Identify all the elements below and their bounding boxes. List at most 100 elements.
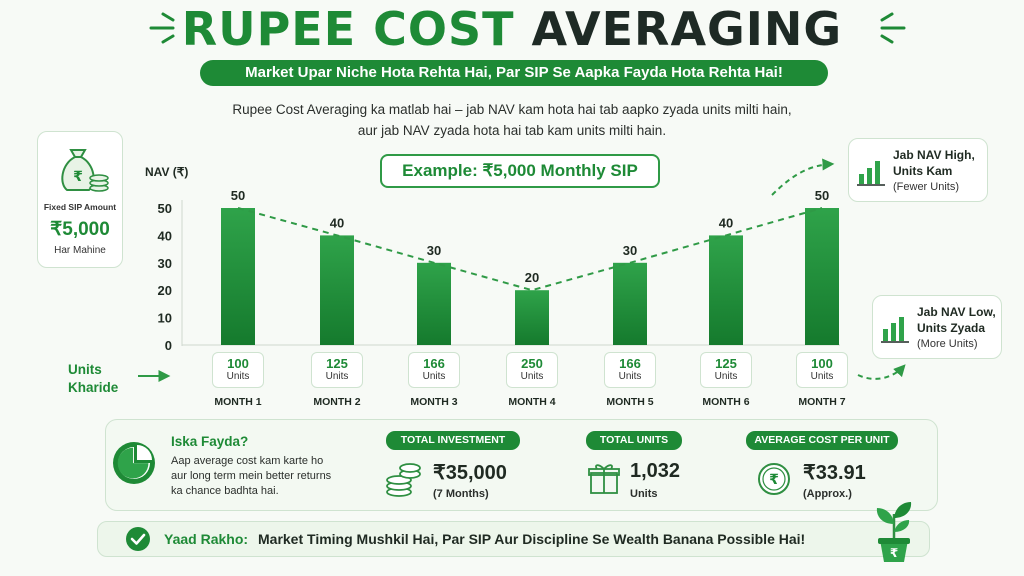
y-tick-label: 30 <box>158 256 172 271</box>
month-label: MONTH 7 <box>798 396 846 408</box>
month-label: MONTH 6 <box>702 396 750 408</box>
units-box-month-2: 125 Units <box>311 352 363 388</box>
bar-value-label: 40 <box>330 215 344 230</box>
avg-cost-head: AVERAGE COST PER UNIT <box>746 431 898 450</box>
reminder-text: Market Timing Mushkil Hai, Par SIP Aur D… <box>258 531 806 547</box>
units-count: 166 <box>423 356 445 371</box>
avg-cost-sub: (Approx.) <box>803 488 852 500</box>
units-label-line2: Kharide <box>68 380 119 395</box>
y-tick-label: 0 <box>165 338 172 353</box>
y-tick-label: 20 <box>158 283 172 298</box>
month-label: MONTH 1 <box>214 396 262 408</box>
page-title: RUPEE COST AVERAGING <box>0 2 1024 56</box>
fixed-sip-label: Fixed SIP Amount <box>43 202 117 212</box>
bar-value-label: 30 <box>623 243 637 258</box>
bar-month-1 <box>221 208 255 345</box>
units-word: Units <box>226 371 250 382</box>
units-box-month-1: 100 Units <box>212 352 264 388</box>
description-line-1: Rupee Cost Averaging ka matlab hai – jab… <box>232 102 792 117</box>
reminder-bold: Yaad Rakho: <box>164 531 249 547</box>
total-investment-head: TOTAL INVESTMENT <box>386 431 520 450</box>
bar-month-7 <box>805 208 839 345</box>
units-count: 100 <box>227 356 249 371</box>
units-word: Units <box>810 371 834 382</box>
bar-value-label: 20 <box>525 270 539 285</box>
units-word: Units <box>520 371 544 382</box>
title-dark: AVERAGING <box>531 2 843 56</box>
trend-dashed-line <box>237 207 823 292</box>
coins-stack-icon <box>386 463 421 497</box>
nav-high-line3: (Fewer Units) <box>893 181 960 193</box>
bar-value-label: 40 <box>719 215 733 230</box>
nav-high-line2: Units Kam <box>893 164 953 178</box>
subtitle-banner: Market Upar Niche Hota Rehta Hai, Par SI… <box>200 60 828 86</box>
bar-chart-icon <box>881 317 909 343</box>
description-line-2: aur jab NAV zyada hota hai tab kam units… <box>357 123 667 138</box>
avg-cost-value: ₹33.91 <box>803 462 866 484</box>
units-box-month-4: 250 Units <box>506 352 558 388</box>
fixed-sip-sub: Har Mahine <box>54 245 106 256</box>
svg-text:₹: ₹ <box>769 472 779 488</box>
pie-chart-icon <box>113 442 155 484</box>
fixed-sip-amount: ₹5,000 <box>50 219 110 240</box>
units-count: 100 <box>811 356 833 371</box>
units-label-line1: Units <box>68 362 102 377</box>
y-axis-label: NAV (₹) <box>145 165 188 179</box>
plant-pot-icon: ₹ <box>876 502 912 562</box>
total-units-value: 1,032 <box>630 460 681 482</box>
units-box-month-3: 166 Units <box>408 352 460 388</box>
month-label: MONTH 2 <box>313 396 361 408</box>
y-tick-label: 10 <box>158 311 172 326</box>
units-word: Units <box>618 371 642 382</box>
nav-low-card: Jab NAV Low, Units Zyada (More Units) <box>872 295 1002 359</box>
rupee-coin-icon: ₹ <box>758 463 790 495</box>
bar-month-2 <box>320 235 354 345</box>
units-box-month-7: 100 Units <box>796 352 848 388</box>
units-box-month-6: 125 Units <box>700 352 752 388</box>
benefit-title: Iska Fayda? <box>171 434 249 449</box>
units-count: 166 <box>619 356 641 371</box>
units-count: 250 <box>521 356 543 371</box>
arrow-to-low-card <box>857 364 906 380</box>
svg-text:₹: ₹ <box>890 546 898 560</box>
units-word: Units <box>422 371 446 382</box>
bar-value-label: 30 <box>427 243 441 258</box>
benefit-text: Aap average cost kam karte ho aur long t… <box>171 455 332 497</box>
fixed-sip-card: ₹ Fixed SIP Amount ₹5,000 Har Mahine <box>37 131 123 268</box>
gift-box-icon <box>588 464 620 494</box>
nav-low-line2: Units Zyada <box>917 321 986 335</box>
y-tick-label: 40 <box>158 228 172 243</box>
units-word: Units <box>714 371 738 382</box>
bar-month-5 <box>613 262 647 345</box>
arrow-to-high-card <box>771 158 835 196</box>
bar-value-label: 50 <box>231 188 245 203</box>
units-kharide-label: Units Kharide <box>68 361 118 397</box>
check-circle-icon <box>126 527 150 551</box>
nav-low-line3: (More Units) <box>917 338 978 350</box>
nav-high-card: Jab NAV High, Units Kam (Fewer Units) <box>848 138 988 202</box>
bar-month-4 <box>515 290 549 345</box>
bar-month-6 <box>709 235 743 345</box>
title-green: RUPEE COST <box>181 2 515 56</box>
title-decoration-right-icon <box>880 12 906 44</box>
total-investment-value: ₹35,000 <box>433 462 507 484</box>
month-label: MONTH 3 <box>410 396 458 408</box>
units-box-month-5: 166 Units <box>604 352 656 388</box>
reminder-bar <box>97 521 930 557</box>
description: Rupee Cost Averaging ka matlab hai – jab… <box>180 99 844 141</box>
units-count: 125 <box>326 356 348 371</box>
svg-text:₹: ₹ <box>73 169 83 185</box>
month-label: MONTH 5 <box>606 396 654 408</box>
example-label: Example: ₹5,000 Monthly SIP <box>380 154 660 188</box>
units-count: 125 <box>715 356 737 371</box>
title-decoration-left-icon <box>149 12 175 44</box>
y-tick-label: 50 <box>158 201 172 216</box>
bar-value-label: 50 <box>815 188 829 203</box>
total-units-sub: Units <box>630 488 658 500</box>
money-bag-icon: ₹ <box>61 149 109 192</box>
units-word: Units <box>325 371 349 382</box>
nav-high-line1: Jab NAV High, <box>893 148 975 162</box>
bar-chart-up-icon <box>857 161 885 186</box>
total-units-head: TOTAL UNITS <box>586 431 682 450</box>
